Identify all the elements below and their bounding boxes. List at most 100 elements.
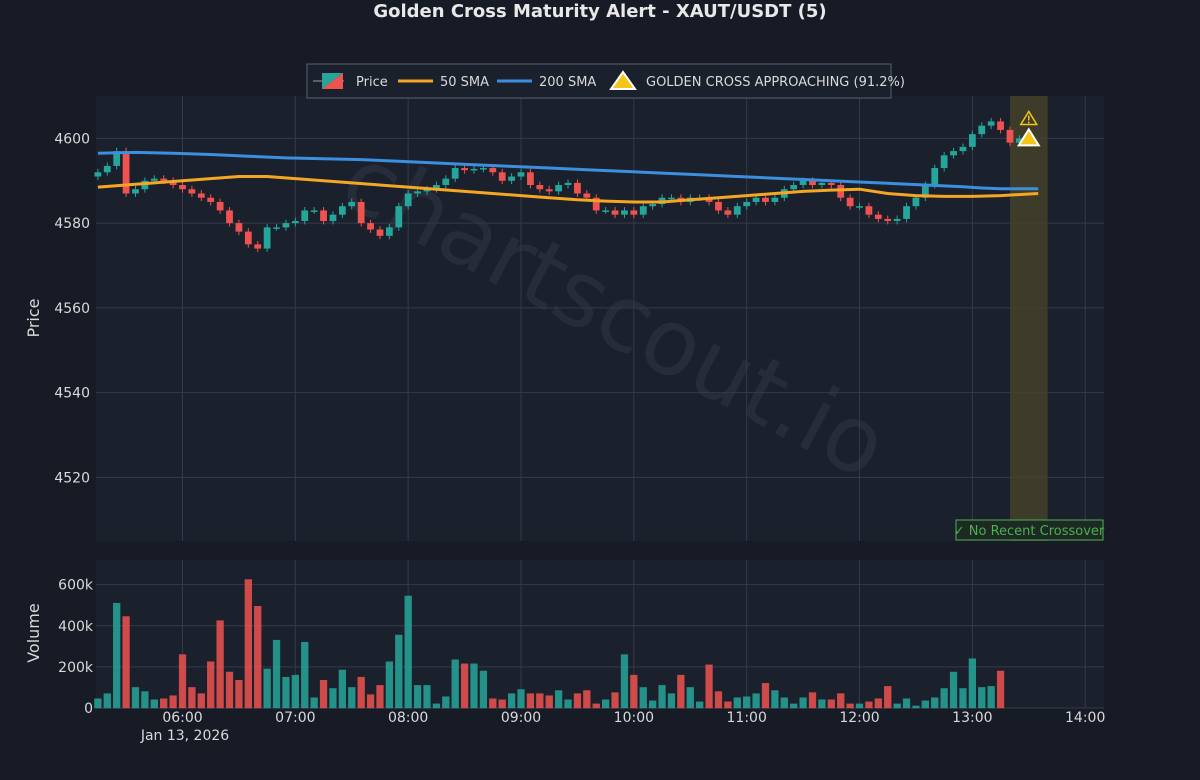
volume-bar-28 bbox=[357, 676, 365, 709]
candle-body-47 bbox=[536, 185, 544, 190]
volume-bar-29 bbox=[366, 694, 375, 709]
candle-body-38 bbox=[451, 168, 459, 179]
volume-bar-0 bbox=[94, 698, 102, 709]
candle-4 bbox=[132, 185, 139, 197]
candle-81 bbox=[856, 202, 863, 210]
candle-55 bbox=[611, 207, 619, 219]
volume-bar-52 bbox=[583, 690, 591, 709]
price-tick-label-0: 4520 bbox=[54, 470, 90, 486]
candle-body-86 bbox=[903, 206, 910, 219]
candle-18 bbox=[263, 223, 271, 252]
candle-body-83 bbox=[874, 214, 882, 219]
candle-body-67 bbox=[724, 210, 732, 215]
candle-body-96 bbox=[997, 121, 1004, 130]
volume-bar-57 bbox=[630, 674, 638, 709]
candle-body-1 bbox=[103, 165, 111, 173]
volume-bar-26 bbox=[338, 669, 346, 709]
candle-body-55 bbox=[611, 210, 619, 215]
candle-96 bbox=[997, 118, 1004, 134]
candle-body-11 bbox=[197, 193, 205, 198]
volume-bar-38 bbox=[451, 659, 459, 709]
candle-body-35 bbox=[423, 189, 431, 192]
candle-95 bbox=[987, 118, 995, 130]
volume-bar-68 bbox=[733, 697, 741, 709]
candle-54 bbox=[602, 207, 610, 214]
candle-34 bbox=[414, 187, 421, 197]
volume-bar-66 bbox=[714, 691, 723, 709]
candle-body-21 bbox=[291, 221, 299, 224]
candle-84 bbox=[884, 215, 892, 225]
candle-body-56 bbox=[621, 210, 628, 215]
volume-bar-2 bbox=[113, 602, 121, 709]
volume-bar-45 bbox=[517, 689, 525, 709]
volume-bar-95 bbox=[987, 686, 995, 709]
volume-bar-80 bbox=[846, 703, 854, 709]
volume-bar-35 bbox=[423, 685, 431, 709]
volume-bar-47 bbox=[536, 693, 544, 709]
price-tick-label-3: 4580 bbox=[54, 216, 90, 232]
crossover-badge-box bbox=[955, 519, 1104, 541]
volume-bar-14 bbox=[225, 671, 234, 709]
volume-bar-7 bbox=[160, 698, 168, 709]
candle-68 bbox=[733, 202, 741, 219]
volume-bar-27 bbox=[348, 687, 356, 709]
legend-price-swatch bbox=[313, 73, 344, 89]
candle-body-81 bbox=[856, 206, 863, 208]
candle-body-32 bbox=[395, 206, 403, 228]
candle-body-68 bbox=[733, 206, 741, 215]
candle-body-71 bbox=[762, 197, 769, 202]
candle-body-87 bbox=[912, 197, 920, 207]
candle-19 bbox=[273, 223, 280, 231]
volume-bar-18 bbox=[263, 668, 271, 709]
candle-body-0 bbox=[94, 172, 102, 177]
candle-39 bbox=[461, 164, 468, 174]
candle-47 bbox=[536, 181, 544, 193]
volume-bar-49 bbox=[554, 690, 563, 709]
candle-94 bbox=[978, 122, 986, 138]
candle-body-44 bbox=[508, 176, 515, 181]
candle-21 bbox=[291, 217, 299, 227]
volume-bar-72 bbox=[771, 690, 779, 709]
candle-body-59 bbox=[649, 204, 657, 207]
legend-alert: GOLDEN CROSS APPROACHING (91.2%) bbox=[646, 75, 905, 90]
volume-bar-92 bbox=[959, 688, 967, 709]
volume-bar-78 bbox=[827, 699, 835, 709]
volume-bar-39 bbox=[460, 663, 469, 709]
candle-9 bbox=[179, 181, 186, 193]
volume-bar-85 bbox=[893, 703, 901, 709]
candle-body-33 bbox=[404, 193, 412, 207]
candle-92 bbox=[959, 143, 967, 155]
volume-bar-25 bbox=[329, 688, 337, 709]
candle-17 bbox=[254, 240, 262, 252]
candle-3 bbox=[122, 147, 130, 197]
candle-body-72 bbox=[771, 197, 779, 202]
candle-body-22 bbox=[301, 210, 309, 222]
markers bbox=[1016, 110, 1041, 147]
candle-body-50 bbox=[564, 182, 572, 185]
candle-body-69 bbox=[743, 201, 751, 207]
volume-bar-3 bbox=[122, 616, 130, 709]
candle-56 bbox=[621, 207, 628, 219]
candle-body-24 bbox=[320, 210, 327, 222]
candle-body-88 bbox=[921, 185, 929, 198]
candle-body-48 bbox=[545, 189, 553, 192]
volume-bar-84 bbox=[884, 686, 892, 709]
candle-66 bbox=[715, 198, 722, 214]
candle-22 bbox=[301, 207, 309, 225]
candle-71 bbox=[762, 194, 769, 206]
candle-body-36 bbox=[433, 185, 440, 190]
candle-24 bbox=[320, 207, 327, 225]
x-tick-label-2: 08:00 bbox=[388, 710, 428, 726]
candle-40 bbox=[470, 165, 478, 174]
volume-bar-46 bbox=[526, 693, 535, 709]
candle-body-52 bbox=[583, 193, 591, 198]
volume-bar-33 bbox=[404, 595, 412, 709]
candle-body-85 bbox=[893, 218, 901, 222]
candle-body-6 bbox=[150, 178, 158, 181]
candle-25 bbox=[329, 211, 337, 225]
volume-bar-11 bbox=[197, 693, 205, 709]
candle-90 bbox=[940, 151, 948, 172]
volume-bar-59 bbox=[649, 700, 657, 709]
volume-bar-40 bbox=[470, 663, 478, 709]
volume-bar-23 bbox=[310, 697, 318, 709]
